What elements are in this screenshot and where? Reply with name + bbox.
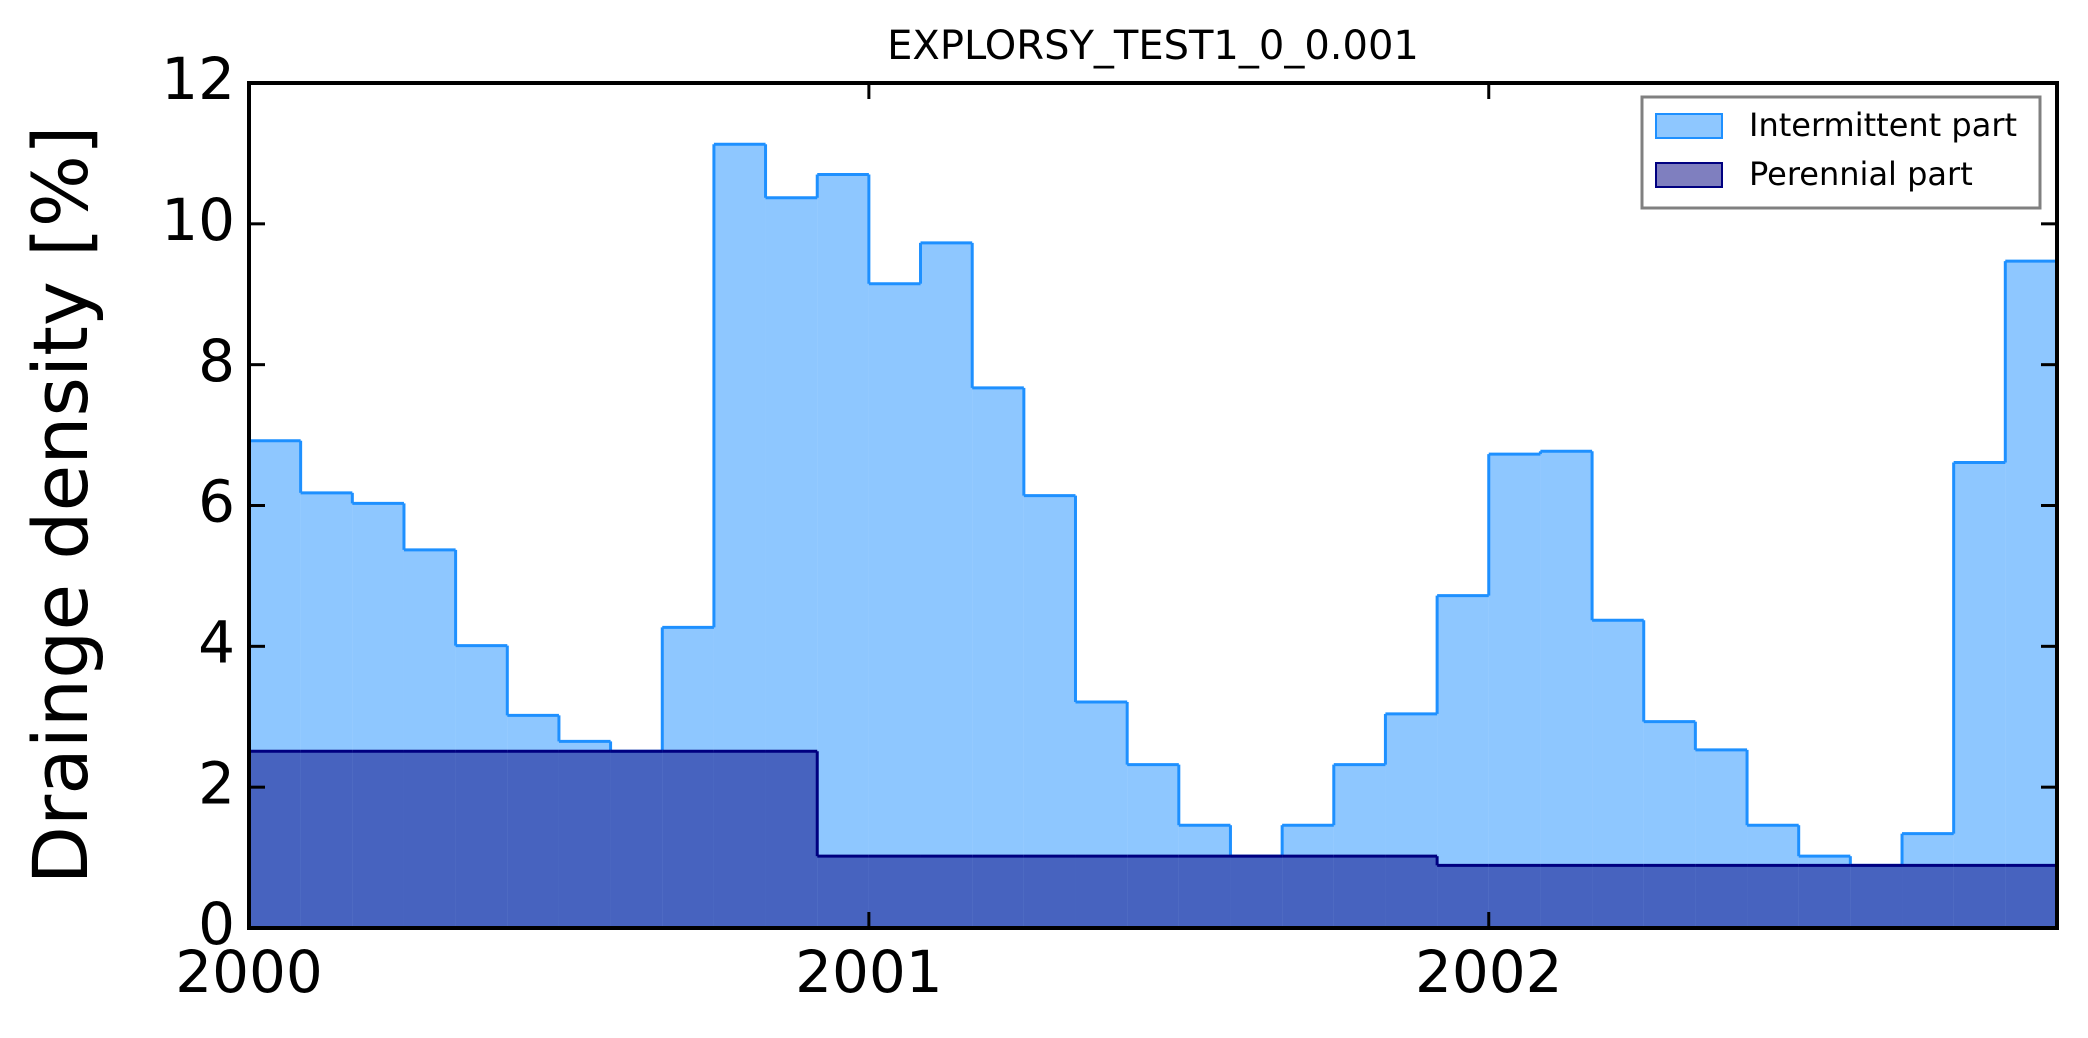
- step-fill: [1798, 865, 1851, 928]
- y-axis-label: Drainge density [%]: [16, 125, 105, 884]
- step-fill: [1902, 865, 1954, 928]
- step-fill: [2005, 865, 2057, 928]
- step-fill: [1282, 856, 1334, 928]
- y-tick-label: 12: [161, 45, 235, 113]
- step-fill: [1178, 856, 1231, 928]
- legend-label: Perennial part: [1749, 155, 1973, 193]
- step-fill: [817, 856, 869, 928]
- x-tick-label: 2000: [175, 938, 323, 1006]
- step-fill: [920, 856, 973, 928]
- step-fill: [662, 751, 714, 928]
- step-fill: [1230, 856, 1283, 928]
- step-fill: [1643, 865, 1696, 928]
- y-tick-label: 10: [161, 186, 235, 254]
- legend-label: Intermittent part: [1749, 106, 2017, 144]
- step-fill: [817, 174, 869, 928]
- step-fill: [1592, 865, 1644, 928]
- step-fill: [1540, 865, 1593, 928]
- step-fill: [1127, 856, 1179, 928]
- step-fill: [1953, 462, 2006, 928]
- step-fill: [920, 242, 973, 929]
- step-fill: [1437, 865, 1489, 928]
- step-fill: [249, 751, 301, 928]
- x-tick-label: 2002: [1415, 938, 1563, 1006]
- step-fill: [1385, 856, 1438, 928]
- series-area: [247, 749, 2057, 928]
- legend: Intermittent part Perennial part: [1640, 95, 2042, 210]
- step-fill: [403, 751, 456, 928]
- y-tick-label: 0: [198, 890, 235, 958]
- y-tick-label: 6: [198, 468, 235, 536]
- step-fill: [455, 751, 508, 928]
- step-fill: [1695, 865, 1748, 928]
- step-fill: [1747, 865, 1799, 928]
- step-fill: [972, 856, 1024, 928]
- y-tick-label: 8: [198, 327, 235, 395]
- step-fill: [1488, 454, 1541, 928]
- step-fill: [765, 751, 818, 928]
- step-fill: [713, 751, 766, 928]
- x-tick-label: 2001: [795, 938, 943, 1006]
- legend-swatch: [1655, 113, 1723, 139]
- chart-title: EXPLORSY_TEST1_0_0.001: [887, 23, 1419, 69]
- y-tick-label: 2: [198, 749, 235, 817]
- step-fill: [610, 751, 663, 928]
- step-fill: [352, 751, 404, 928]
- legend-swatch: [1655, 162, 1723, 188]
- step-fill: [868, 856, 921, 928]
- step-fill: [1953, 865, 2006, 928]
- step-fill: [558, 751, 611, 928]
- step-fill: [507, 751, 559, 928]
- step-fill: [868, 283, 921, 928]
- step-fill: [1488, 865, 1541, 928]
- step-fill: [2005, 261, 2057, 928]
- step-fill: [1075, 856, 1128, 928]
- step-fill: [1540, 451, 1593, 928]
- step-fill: [972, 387, 1024, 928]
- y-tick-label: 4: [198, 608, 235, 676]
- step-fill: [1333, 856, 1386, 928]
- step-fill: [1850, 865, 1903, 928]
- step-fill: [1023, 856, 1076, 928]
- step-fill: [300, 751, 353, 928]
